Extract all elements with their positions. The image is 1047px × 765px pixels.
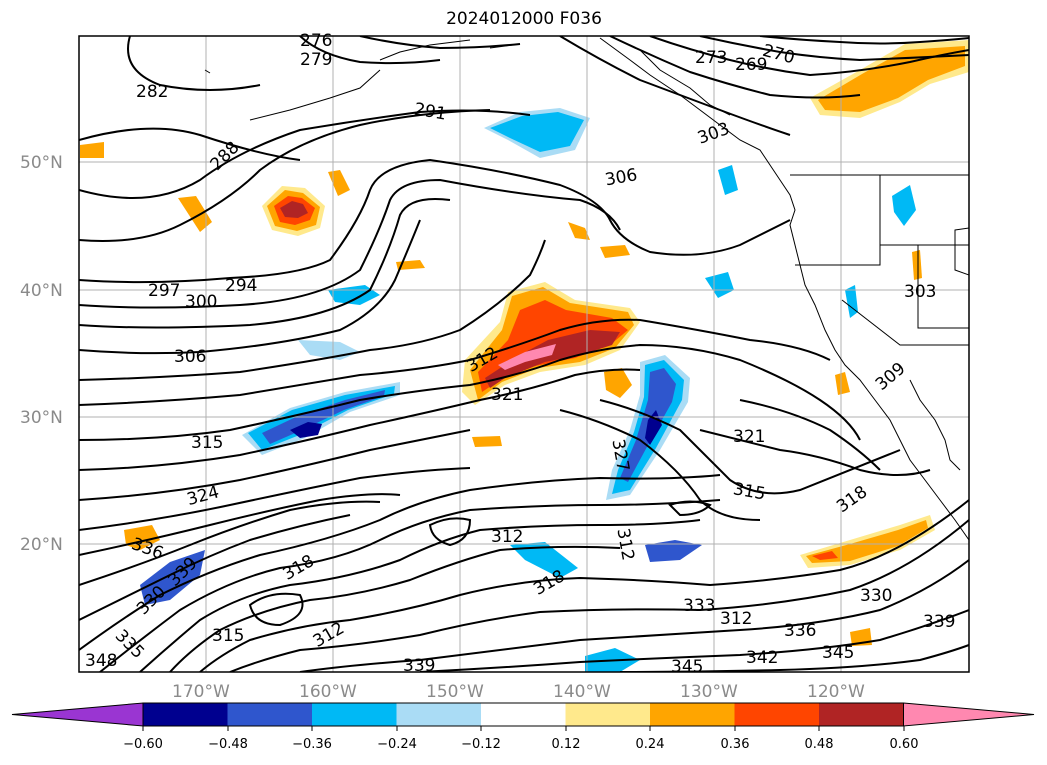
colorbar-segment [481,703,566,726]
contour-label: 282 [136,82,168,102]
latitude-labels: 50°N 40°N 30°N 20°N [20,153,63,555]
colorbar-segment [734,703,820,726]
contour-label: 294 [225,276,257,296]
contour-label: 339 [923,612,955,632]
negative-anomaly-small-8 [892,185,916,226]
colorbar-tick-label: −0.36 [292,737,332,752]
colorbar-segments [11,702,1035,727]
negative-anomaly-small-10 [718,165,738,195]
contour-label: 312 [720,609,752,629]
positive-anomaly-small-1 [604,368,632,398]
lon-label-160w: 160°W [299,682,357,700]
contour-label: 303 [904,282,936,302]
contour-label: 306 [174,347,206,367]
positive-anomaly-small-10 [912,250,922,280]
positive-anomaly-small-3 [178,196,212,232]
weather-map: 276 279 282 288 291 297 300 294 306 306 … [20,31,970,700]
positive-anomaly-small-12 [472,436,502,447]
lat-label-50n: 50°N [20,153,63,173]
positive-anomaly-nw-darkred [280,201,308,218]
positive-anomaly-small-6 [568,222,590,240]
map-frame [78,35,970,673]
colorbar-tick-label: 0.36 [721,737,750,752]
lon-label-150w: 150°W [426,682,484,700]
positive-anomaly-se-red [812,551,838,560]
colorbar-tick-label: 0.24 [636,737,665,752]
positive-anomaly-small-7 [600,245,630,258]
lon-label-140w: 140°W [553,682,611,700]
contour-label: 312 [491,527,523,547]
colorbar-tick-label: −0.24 [377,737,417,752]
height-contours [79,36,969,672]
contour-label: 276 [300,31,332,51]
lat-label-40n: 40°N [20,281,63,301]
positive-anomaly-se-orange [806,520,928,563]
contour-label: 330 [860,586,892,606]
colorbar-tick-label: 0.12 [552,737,581,752]
colorbar-tick-label: −0.48 [208,737,248,752]
contour-label: 273 [695,48,727,68]
colorbar-segment [819,703,904,726]
colorbar-segment [227,703,313,726]
contour-label: 300 [185,292,217,312]
lon-label-130w: 130°W [680,682,738,700]
contour-label: 348 [85,651,117,671]
contour-label: 269 [735,55,767,75]
negative-anomaly-small-7 [705,272,734,298]
contour-label: 315 [212,626,244,646]
colorbar-segment [143,703,228,726]
longitude-labels: 170°W 160°W 150°W 140°W 130°W 120°W [172,682,865,700]
colorbar-segment [565,703,651,726]
colorbar-segment [396,703,482,726]
contour-label: 342 [746,648,778,668]
colorbar-extend-min [11,702,144,727]
contour-label: 321 [491,385,523,405]
colorbar-extend-max [903,702,1035,727]
contour-label: 297 [148,281,180,301]
map-title: 2024012000 F036 [446,9,602,29]
negative-anomaly-small-4 [645,540,702,562]
positive-anomaly-center-pink [498,344,556,370]
positive-anomaly-center-darkred [485,330,620,388]
colorbar-tick-label: 0.60 [890,737,919,752]
colorbar-outline [142,702,904,727]
contour-label: 345 [671,657,703,677]
lat-label-20n: 20°N [20,535,63,555]
negative-anomaly-small-3 [510,542,578,578]
contour-label: 279 [300,50,332,70]
lon-label-170w: 170°W [172,682,230,700]
negative-anomaly-sw-navy [290,422,322,438]
colorbar-tick-label: −0.60 [123,737,163,752]
contour-label: 315 [191,433,223,453]
contour-label: 336 [784,621,816,641]
positive-anomaly-small-5 [80,142,104,158]
negative-anomaly-small-6 [140,550,205,605]
contour-label: 345 [822,643,854,663]
contour-label: 339 [403,656,435,676]
colorbar-segment [650,703,735,726]
positive-anomaly-small-9 [835,372,850,395]
colorbar-ticks [142,726,905,731]
negative-anomaly-north-cyan [490,112,584,152]
colorbar-tick-label: 0.48 [805,737,834,752]
contour-label: 321 [733,427,765,447]
contour-label: 333 [683,596,715,616]
colorbar-tick-labels: −0.60 −0.48 −0.36 −0.24 −0.12 0.12 0.24 … [123,737,918,752]
colorbar-segment [312,703,397,726]
lat-label-30n: 30°N [20,408,63,428]
colorbar-tick-label: −0.12 [461,737,501,752]
lon-label-120w: 120°W [807,682,865,700]
